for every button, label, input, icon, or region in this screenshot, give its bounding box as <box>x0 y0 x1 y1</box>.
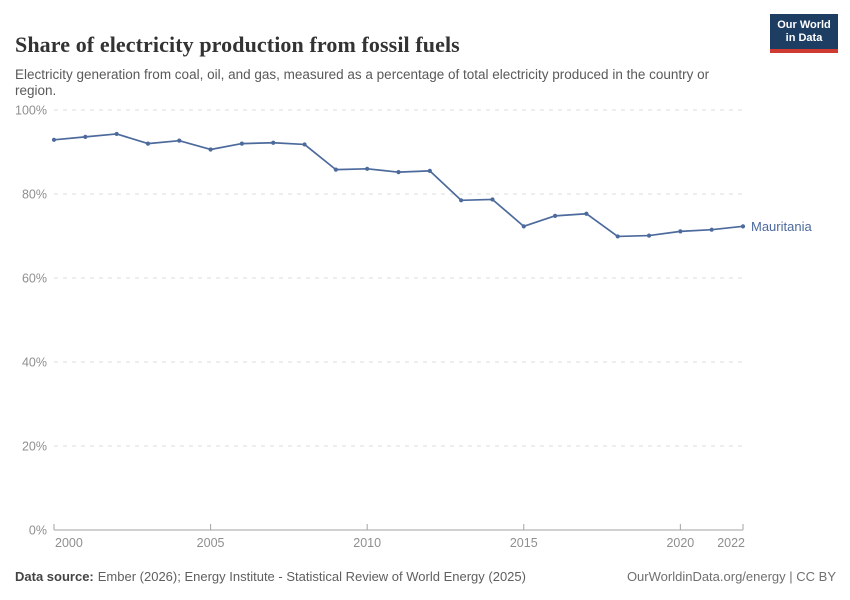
owid-logo-line2: in Data <box>785 32 823 44</box>
data-point-2001[interactable] <box>83 134 88 139</box>
data-source-label: Data source: <box>15 569 94 584</box>
data-point-2006[interactable] <box>239 141 245 146</box>
series-line-mauritania[interactable] <box>53 133 744 238</box>
data-source-text: Ember (2026); Energy Institute - Statist… <box>97 569 526 584</box>
data-point-2005[interactable] <box>208 147 213 152</box>
data-point-2013[interactable] <box>459 198 464 203</box>
data-point-2004[interactable] <box>177 138 182 143</box>
x-axis-label-2000: 2000 <box>55 536 83 550</box>
page-title: Share of electricity production from fos… <box>15 31 460 57</box>
x-axis-label-2022: 2022 <box>717 536 745 550</box>
y-axis-label-100%: 100% <box>15 104 47 118</box>
owid-logo-line1: Our World <box>777 19 831 31</box>
data-point-2019[interactable] <box>646 233 652 238</box>
series-label-mauritania[interactable]: Mauritania <box>751 219 812 234</box>
data-point-2016[interactable] <box>552 213 558 218</box>
data-point-2010[interactable] <box>365 166 370 171</box>
data-point-2020[interactable] <box>678 229 683 234</box>
y-axis-label-60%: 60% <box>22 272 47 286</box>
data-point-2018[interactable] <box>615 234 620 239</box>
data-point-2008[interactable] <box>302 142 307 147</box>
owid-logo[interactable]: Our World in Data <box>770 14 838 53</box>
data-point-2014[interactable] <box>490 197 495 202</box>
data-point-2011[interactable] <box>396 170 401 175</box>
y-axis-label-80%: 80% <box>22 188 47 202</box>
chart-footer: Data source: Ember (2026); Energy Institu… <box>15 569 836 585</box>
data-point-2015[interactable] <box>521 224 526 229</box>
x-axis-label-2015: 2015 <box>510 536 538 550</box>
y-axis-label-0%: 0% <box>29 524 47 538</box>
owid-logo-red-bar <box>770 49 838 53</box>
data-point-2012[interactable] <box>427 168 432 173</box>
data-point-2022[interactable] <box>740 224 746 229</box>
data-point-2021[interactable] <box>709 227 714 232</box>
data-point-2017[interactable] <box>584 211 589 216</box>
data-point-2009[interactable] <box>333 167 338 172</box>
owid-logo-text: Our World in Data <box>770 14 838 49</box>
x-axis-label-2005: 2005 <box>197 536 225 550</box>
x-axis-label-2020: 2020 <box>666 536 694 550</box>
data-point-2000[interactable] <box>51 137 57 142</box>
y-axis-label-40%: 40% <box>22 356 47 370</box>
chart-subtitle: Electricity generation from coal, oil, a… <box>15 66 710 98</box>
data-point-2007[interactable] <box>271 140 276 145</box>
data-source-note: Data source: Ember (2026); Energy Institu… <box>15 569 526 585</box>
data-point-2002[interactable] <box>114 131 119 137</box>
attribution-link[interactable]: OurWorldinData.org/energy | CC BY <box>626 569 836 584</box>
y-axis-label-20%: 20% <box>22 440 47 454</box>
data-point-2003[interactable] <box>145 141 151 146</box>
x-axis-label-2010: 2010 <box>353 536 381 550</box>
